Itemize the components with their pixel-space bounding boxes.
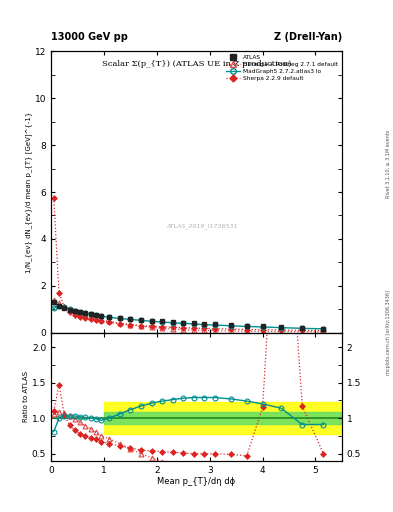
Text: Z (Drell-Yan): Z (Drell-Yan) <box>274 32 342 42</box>
Y-axis label: 1/N_{ev} dN_{ev}/d mean p_{T} [GeV]^{-1}: 1/N_{ev} dN_{ev}/d mean p_{T} [GeV]^{-1} <box>25 111 32 273</box>
Text: ATLAS_2019_I1736531: ATLAS_2019_I1736531 <box>167 223 238 229</box>
X-axis label: Mean p_{T}/dη dϕ: Mean p_{T}/dη dϕ <box>158 477 235 486</box>
Text: 13000 GeV pp: 13000 GeV pp <box>51 32 128 42</box>
Legend: ATLAS, Herwig++ Powheg 2.7.1 default, MadGraph5 2.7.2.atlas3 lo, Sherpa 2.2.9 de: ATLAS, Herwig++ Powheg 2.7.1 default, Ma… <box>225 54 339 82</box>
Text: mcplots.cern.ch [arXiv:1306.3436]: mcplots.cern.ch [arXiv:1306.3436] <box>386 290 391 375</box>
Text: Scalar Σ(p_{T}) (ATLAS UE in Z production): Scalar Σ(p_{T}) (ATLAS UE in Z productio… <box>102 60 291 68</box>
Y-axis label: Ratio to ATLAS: Ratio to ATLAS <box>23 371 29 422</box>
Text: Rivet 3.1.10, ≥ 3.1M events: Rivet 3.1.10, ≥ 3.1M events <box>386 130 391 198</box>
